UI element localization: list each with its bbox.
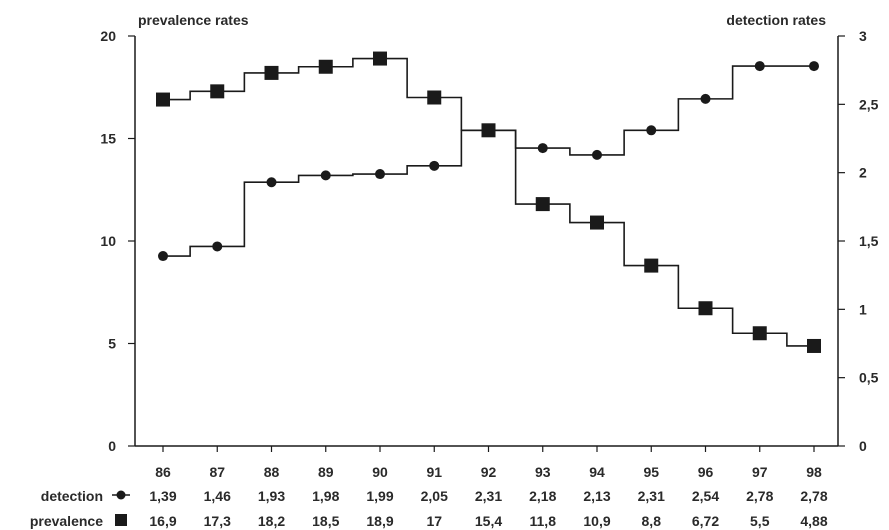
detection-value-label: 1,46	[204, 488, 231, 504]
x-tick-label: 95	[643, 464, 659, 480]
prevalence-value-label: 5,5	[750, 513, 770, 529]
detection-point	[700, 93, 711, 104]
prevalence-value-label: 18,5	[312, 513, 339, 529]
x-tick-label: 89	[318, 464, 334, 480]
left-axis-ticks: 0 5 10 15 20	[100, 28, 135, 454]
detection-value-label: 2,18	[529, 488, 556, 504]
x-tick-label: 98	[806, 464, 822, 480]
prevalence-step-line	[163, 57, 814, 347]
series-lines	[163, 57, 814, 347]
detection-value-label: 2,31	[475, 488, 502, 504]
detection-value-label: 1,39	[149, 488, 176, 504]
prevalence-value-label: 6,72	[692, 513, 719, 529]
detection-value-label: 1,93	[258, 488, 285, 504]
detection-value-label: 2,13	[583, 488, 610, 504]
left-axis-title: prevalence rates	[138, 12, 249, 28]
right-tick-label: 2	[859, 165, 867, 181]
detection-row-label: detection	[41, 488, 103, 504]
prevalence-value-label: 16,9	[149, 513, 176, 529]
prevalence-point	[264, 65, 279, 80]
x-tick-label: 93	[535, 464, 551, 480]
detection-value-label: 2,78	[800, 488, 827, 504]
x-tick-label: 87	[209, 464, 225, 480]
prevalence-point	[427, 90, 442, 105]
prevalence-point	[156, 92, 170, 107]
prevalence-value-label: 18,2	[258, 513, 285, 529]
detection-point	[158, 251, 168, 262]
detection-value-label: 2,54	[692, 488, 719, 504]
right-tick-label: 1,5	[859, 233, 879, 249]
detection-value-label: 1,99	[366, 488, 393, 504]
prevalence-point	[481, 123, 496, 138]
right-axis-ticks: 0 0,5 1 1,5 2 2,5 3	[838, 28, 879, 454]
right-tick-label: 2,5	[859, 96, 879, 112]
prevalence-value-label: 4,88	[800, 513, 827, 529]
prevalence-value-label: 8,8	[642, 513, 662, 529]
prevalence-point	[373, 51, 387, 66]
right-tick-label: 1	[859, 301, 867, 317]
detection-step-line	[163, 65, 814, 257]
detection-point	[754, 61, 765, 72]
right-axis-title: detection rates	[726, 12, 826, 28]
x-tick-label: 96	[698, 464, 714, 480]
prevalence-value-label: 18,9	[366, 513, 393, 529]
prevalence-point	[698, 301, 713, 316]
left-tick-label: 10	[100, 233, 116, 249]
left-tick-label: 5	[108, 336, 116, 352]
detection-point	[809, 61, 819, 72]
prevalence-point	[752, 326, 767, 341]
prevalence-point	[318, 59, 333, 74]
prevalence-value-label: 17,3	[204, 513, 231, 529]
data-table: detection 1,39 1,46 1,93 1,98 1,99 2,05 2,31 2,1…	[30, 488, 828, 529]
right-tick-label: 3	[859, 28, 867, 44]
left-tick-label: 0	[108, 438, 116, 454]
x-tick-label: 91	[426, 464, 442, 480]
left-tick-label: 20	[100, 28, 116, 44]
detection-value-label: 2,78	[746, 488, 773, 504]
detection-point	[375, 169, 385, 180]
prevalence-value-label: 15,4	[475, 513, 502, 529]
right-tick-label: 0,5	[859, 370, 879, 386]
prevalence-row-label: prevalence	[30, 513, 103, 529]
x-axis-ticks: 86 87 88 89 90 91 92 93 94 95 96 97 98	[155, 446, 822, 480]
prevalence-point	[590, 215, 604, 230]
detection-value-label: 2,05	[421, 488, 448, 504]
detection-point	[429, 160, 440, 171]
prevalence-value-label: 17	[426, 513, 442, 529]
prevalence-point	[807, 338, 821, 353]
detection-point	[646, 125, 657, 136]
x-tick-label: 90	[372, 464, 388, 480]
x-tick-label: 97	[752, 464, 768, 480]
prevalence-point	[644, 258, 659, 273]
prevalence-value-label: 10,9	[583, 513, 610, 529]
prevalence-legend-marker	[115, 514, 127, 526]
right-tick-label: 0	[859, 438, 867, 454]
prevalence-point	[210, 84, 225, 99]
x-tick-label: 92	[481, 464, 497, 480]
left-tick-label: 15	[100, 131, 116, 147]
x-tick-label: 86	[155, 464, 171, 480]
detection-value-label: 2,31	[638, 488, 665, 504]
detection-point	[266, 177, 277, 188]
detection-value-label: 1,98	[312, 488, 339, 504]
series-markers	[156, 51, 821, 353]
detection-point	[592, 149, 602, 160]
x-tick-label: 88	[264, 464, 280, 480]
detection-legend-marker	[116, 490, 126, 500]
prevalence-value-label: 11,8	[530, 513, 557, 529]
detection-point	[212, 241, 223, 252]
prevalence-point	[535, 197, 550, 212]
detection-point	[537, 143, 548, 154]
detection-point	[320, 170, 331, 181]
x-tick-label: 94	[589, 464, 605, 480]
